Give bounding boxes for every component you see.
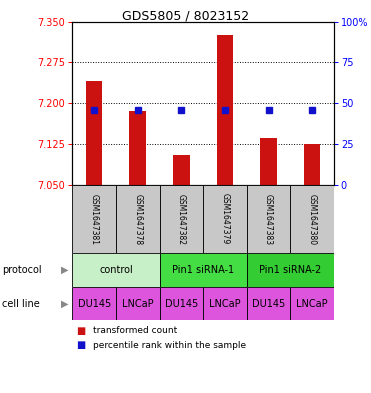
Bar: [203, 185, 247, 253]
Bar: [129, 111, 146, 185]
Text: ▶: ▶: [61, 265, 69, 275]
Text: protocol: protocol: [2, 265, 42, 275]
Bar: [72, 253, 160, 287]
Text: GSM1647382: GSM1647382: [177, 194, 186, 244]
Bar: [247, 185, 290, 253]
Bar: [290, 287, 334, 320]
Text: LNCaP: LNCaP: [122, 299, 154, 309]
Text: GSM1647378: GSM1647378: [133, 193, 142, 245]
Text: ■: ■: [76, 340, 85, 350]
Bar: [247, 287, 290, 320]
Bar: [116, 287, 160, 320]
Bar: [72, 287, 116, 320]
Text: GSM1647383: GSM1647383: [264, 193, 273, 245]
Bar: [72, 185, 116, 253]
Bar: [247, 253, 334, 287]
Text: control: control: [99, 265, 133, 275]
Text: GSM1647381: GSM1647381: [90, 194, 99, 244]
Text: transformed count: transformed count: [93, 326, 177, 335]
Text: GSM1647379: GSM1647379: [220, 193, 229, 245]
Text: LNCaP: LNCaP: [209, 299, 241, 309]
Text: GSM1647380: GSM1647380: [308, 193, 316, 245]
Bar: [260, 138, 277, 185]
Bar: [160, 253, 247, 287]
Text: Pin1 siRNA-1: Pin1 siRNA-1: [172, 265, 234, 275]
Bar: [173, 155, 190, 185]
Text: cell line: cell line: [2, 299, 40, 309]
Bar: [304, 144, 321, 185]
Text: DU145: DU145: [165, 299, 198, 309]
Text: Pin1 siRNA-2: Pin1 siRNA-2: [259, 265, 321, 275]
Bar: [203, 287, 247, 320]
Text: ▶: ▶: [61, 299, 69, 309]
Bar: [116, 185, 160, 253]
Text: percentile rank within the sample: percentile rank within the sample: [93, 341, 246, 350]
Bar: [86, 81, 102, 185]
Text: ■: ■: [76, 325, 85, 336]
Text: DU145: DU145: [78, 299, 111, 309]
Text: GDS5805 / 8023152: GDS5805 / 8023152: [122, 10, 249, 23]
Bar: [160, 287, 203, 320]
Bar: [217, 35, 233, 185]
Bar: [160, 185, 203, 253]
Bar: [290, 185, 334, 253]
Text: LNCaP: LNCaP: [296, 299, 328, 309]
Text: DU145: DU145: [252, 299, 285, 309]
